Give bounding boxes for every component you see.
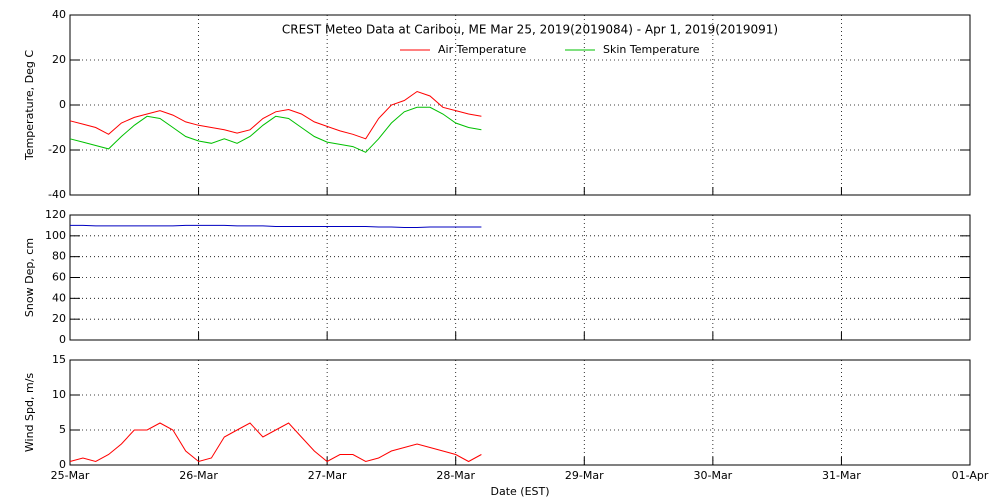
x-tick-label: 29-Mar <box>565 469 604 482</box>
x-tick-label: 26-Mar <box>179 469 218 482</box>
y-tick-label: 10 <box>52 388 66 401</box>
x-tick-label: 27-Mar <box>308 469 347 482</box>
y-axis-label: Snow Dep, cm <box>23 238 36 317</box>
y-tick-label: 120 <box>45 208 66 221</box>
x-axis-label: Date (EST) <box>490 485 549 498</box>
x-tick-label: 30-Mar <box>693 469 732 482</box>
y-tick-label: 0 <box>59 98 66 111</box>
y-tick-label: -40 <box>48 188 66 201</box>
x-tick-label: 25-Mar <box>51 469 90 482</box>
y-tick-label: 5 <box>59 423 66 436</box>
y-tick-label: 20 <box>52 312 66 325</box>
x-tick-label: 01-Apr <box>952 469 989 482</box>
y-tick-label: 0 <box>59 458 66 471</box>
data-line <box>70 224 482 228</box>
y-tick-label: 60 <box>52 271 66 284</box>
y-tick-label: -20 <box>48 143 66 156</box>
y-tick-label: 40 <box>52 291 66 304</box>
x-tick-label: 28-Mar <box>436 469 475 482</box>
legend-label: Air Temperature <box>438 43 527 56</box>
data-line <box>69 422 482 463</box>
y-tick-label: 20 <box>52 53 66 66</box>
chart-title: CREST Meteo Data at Caribou, ME Mar 25, … <box>282 23 778 37</box>
y-axis-label: Temperature, Deg C <box>23 50 36 161</box>
data-line <box>69 106 482 153</box>
y-tick-label: 100 <box>45 229 66 242</box>
legend-label: Skin Temperature <box>603 43 700 56</box>
x-tick-label: 31-Mar <box>822 469 861 482</box>
y-tick-label: 80 <box>52 250 66 263</box>
y-tick-label: 40 <box>52 8 66 21</box>
data-line <box>69 90 482 140</box>
y-tick-label: 0 <box>59 333 66 346</box>
y-tick-label: 15 <box>52 353 66 366</box>
y-axis-label: Wind Spd, m/s <box>23 373 36 453</box>
